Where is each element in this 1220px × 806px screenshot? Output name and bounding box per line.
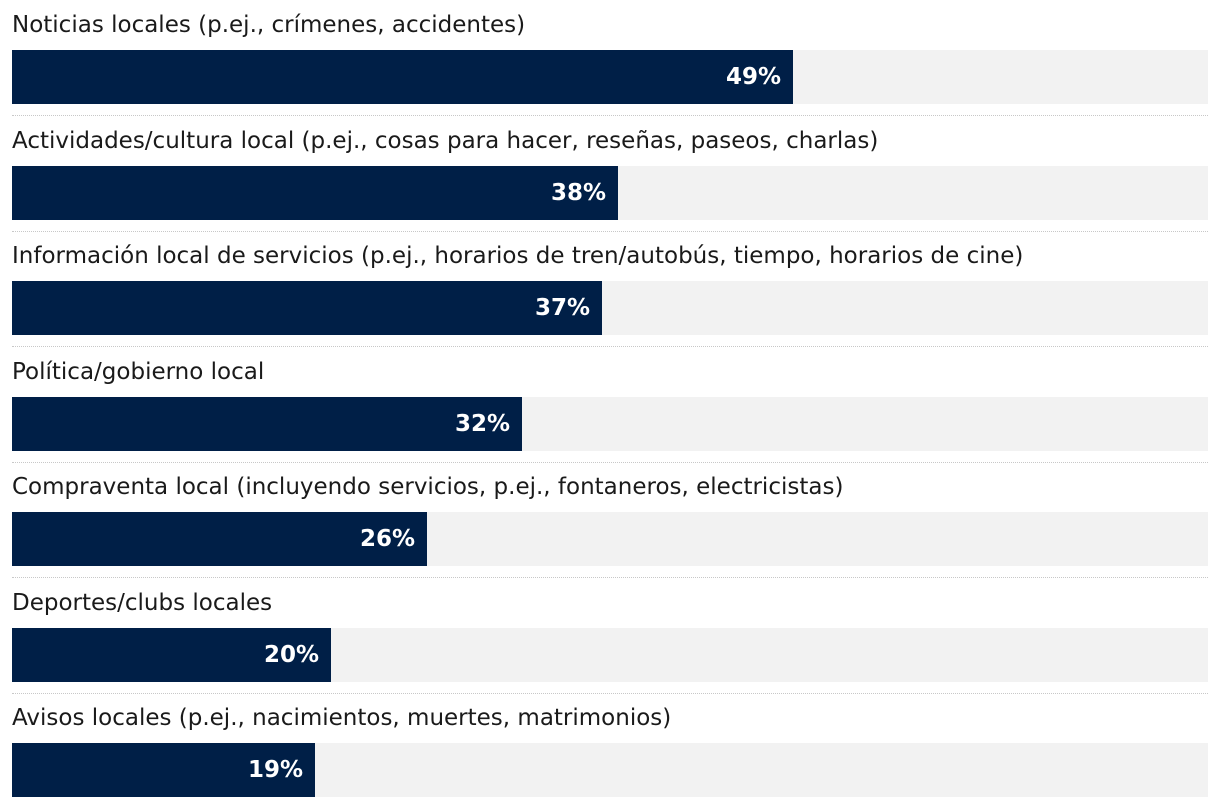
row-divider [12,692,1208,694]
bar [12,165,618,220]
bar [12,743,315,797]
bar [12,396,522,451]
value-label: 32% [454,410,510,437]
row-divider [12,230,1208,232]
bar [12,281,602,335]
category-label: Avisos locales (p.ej., nacimientos, muer… [12,705,672,731]
bar [12,512,427,566]
value-label: 37% [534,295,590,321]
value-label: 20% [263,641,319,668]
value-label: 38% [550,179,606,206]
row-divider [12,346,1208,347]
bar [12,50,793,104]
value-label: 19% [247,757,303,783]
category-label: Noticias locales (p.ej., crímenes, accid… [12,12,526,38]
row-divider [12,577,1208,578]
category-label: Política/gobierno local [12,358,265,385]
value-label: 26% [359,526,415,552]
category-label: Deportes/clubs locales [12,589,273,616]
category-label: Información local de servicios (p.ej., h… [12,243,1024,269]
row-divider [12,461,1208,463]
row-divider [12,115,1208,116]
value-label: 49% [725,64,781,90]
category-label: Compraventa local (incluyendo servicios,… [12,474,844,500]
category-label: Actividades/cultura local (p.ej., cosas … [12,127,879,154]
bar [12,627,331,682]
